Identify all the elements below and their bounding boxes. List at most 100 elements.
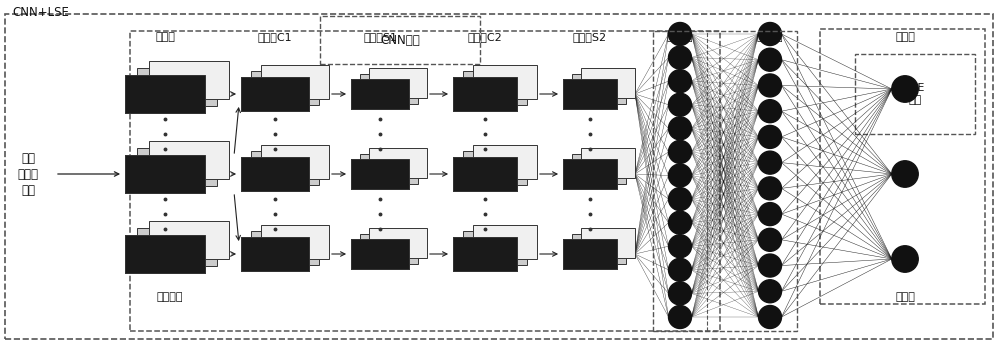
Text: 视频
关键帧
输入: 视频 关键帧 输入 [18,151,38,196]
Circle shape [668,93,692,116]
Bar [125,235,205,273]
Bar [261,145,329,179]
Bar [261,65,329,99]
Bar [473,145,537,179]
Text: LSE
训练: LSE 训练 [905,83,925,105]
Text: 全连接层: 全连接层 [757,32,783,42]
Circle shape [892,76,918,102]
Bar [572,233,626,263]
Bar [572,154,626,184]
Text: CNN训练: CNN训练 [380,34,420,46]
Circle shape [759,74,782,97]
Circle shape [892,161,918,187]
Circle shape [668,70,692,93]
Bar [241,157,309,191]
Bar [149,221,229,259]
Bar [351,239,409,269]
Bar [581,228,635,258]
Circle shape [759,177,782,200]
Bar [351,239,409,269]
Text: 光册化层: 光册化层 [667,32,693,42]
Bar [125,155,205,193]
Bar [855,54,975,134]
Bar [130,31,720,331]
Bar [351,79,409,109]
Circle shape [759,280,782,303]
Bar [463,71,527,105]
Circle shape [759,202,782,225]
Text: 池化层S2: 池化层S2 [573,32,607,42]
Bar [125,155,205,193]
Bar [137,68,217,106]
Bar [453,237,517,271]
Bar [453,77,517,111]
Bar [320,16,480,64]
Bar [369,68,427,98]
Bar [149,61,229,99]
Bar [653,31,797,331]
Circle shape [759,48,782,71]
Bar [251,151,319,185]
Circle shape [759,228,782,251]
Bar [453,237,517,271]
Bar [581,68,635,98]
Circle shape [759,305,782,328]
Bar [360,233,418,263]
Bar [581,148,635,178]
Circle shape [668,235,692,258]
Circle shape [668,117,692,140]
Circle shape [668,305,692,328]
Circle shape [892,246,918,272]
Circle shape [759,22,782,45]
Bar [351,159,409,189]
Bar [369,228,427,258]
Circle shape [759,151,782,174]
Bar [563,159,617,189]
Circle shape [668,282,692,305]
Text: 输入层: 输入层 [155,32,175,42]
Bar [149,141,229,179]
Bar [360,154,418,184]
Bar [360,74,418,104]
Circle shape [759,254,782,277]
Circle shape [668,140,692,163]
Bar [137,148,217,186]
Bar [820,29,985,304]
Text: 输出层: 输出层 [895,32,915,42]
Bar [241,77,309,111]
Text: 分类器: 分类器 [895,292,915,302]
Bar [563,239,617,269]
Bar [473,65,537,99]
Bar [563,79,617,109]
Bar [125,75,205,113]
Circle shape [668,164,692,187]
Circle shape [668,46,692,69]
Text: 卷积层C2: 卷积层C2 [468,32,502,42]
Bar [473,225,537,259]
Bar [453,157,517,191]
Bar [572,74,626,104]
Bar [241,157,309,191]
Bar [563,79,617,109]
Bar [125,235,205,273]
Bar [351,79,409,109]
Bar [563,239,617,269]
Bar [463,151,527,185]
Bar [125,75,205,113]
Text: 卷积层C1: 卷积层C1 [258,32,292,42]
Circle shape [668,187,692,210]
Text: CNN+LSE: CNN+LSE [12,6,69,19]
Circle shape [668,22,692,45]
Circle shape [759,100,782,123]
Bar [241,77,309,111]
Bar [453,157,517,191]
Bar [463,231,527,265]
Bar [251,231,319,265]
Circle shape [759,125,782,148]
Bar [241,237,309,271]
Bar [563,159,617,189]
Bar [369,148,427,178]
Bar [251,71,319,105]
Text: 池化层S1: 池化层S1 [363,32,397,42]
Circle shape [668,258,692,281]
